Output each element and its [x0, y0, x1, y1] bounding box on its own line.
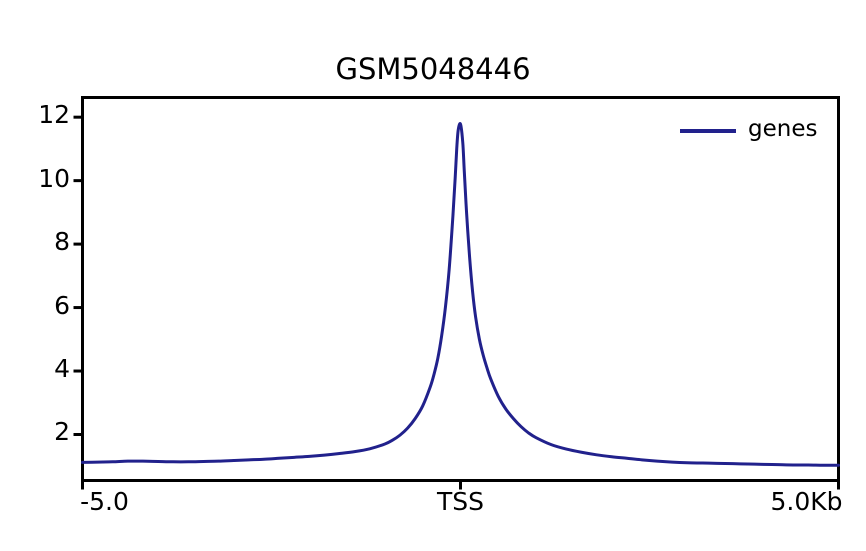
x-tick-label: -5.0 — [80, 487, 129, 516]
y-tick-label: 2 — [54, 417, 70, 447]
x-tick-label: TSS — [436, 487, 485, 516]
y-tick-label: 10 — [38, 163, 70, 193]
y-tick-label: 12 — [38, 100, 70, 130]
y-tick-label: 4 — [54, 354, 70, 384]
axes-frame — [81, 96, 840, 482]
legend-entry-label: genes — [748, 116, 818, 142]
y-tick-marks — [73, 115, 83, 436]
x-tick-label: 5.0Kb — [770, 487, 843, 516]
data-series-group — [81, 122, 840, 467]
series-line-genes — [81, 122, 840, 467]
y-tick-label: 8 — [54, 227, 70, 257]
y-tick-label: 6 — [54, 290, 70, 320]
x-tick-marks — [81, 480, 840, 490]
chart-title: GSM5048446 — [335, 52, 531, 86]
